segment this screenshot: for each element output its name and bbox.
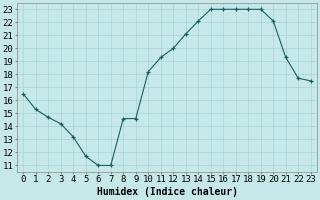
X-axis label: Humidex (Indice chaleur): Humidex (Indice chaleur) xyxy=(97,187,237,197)
